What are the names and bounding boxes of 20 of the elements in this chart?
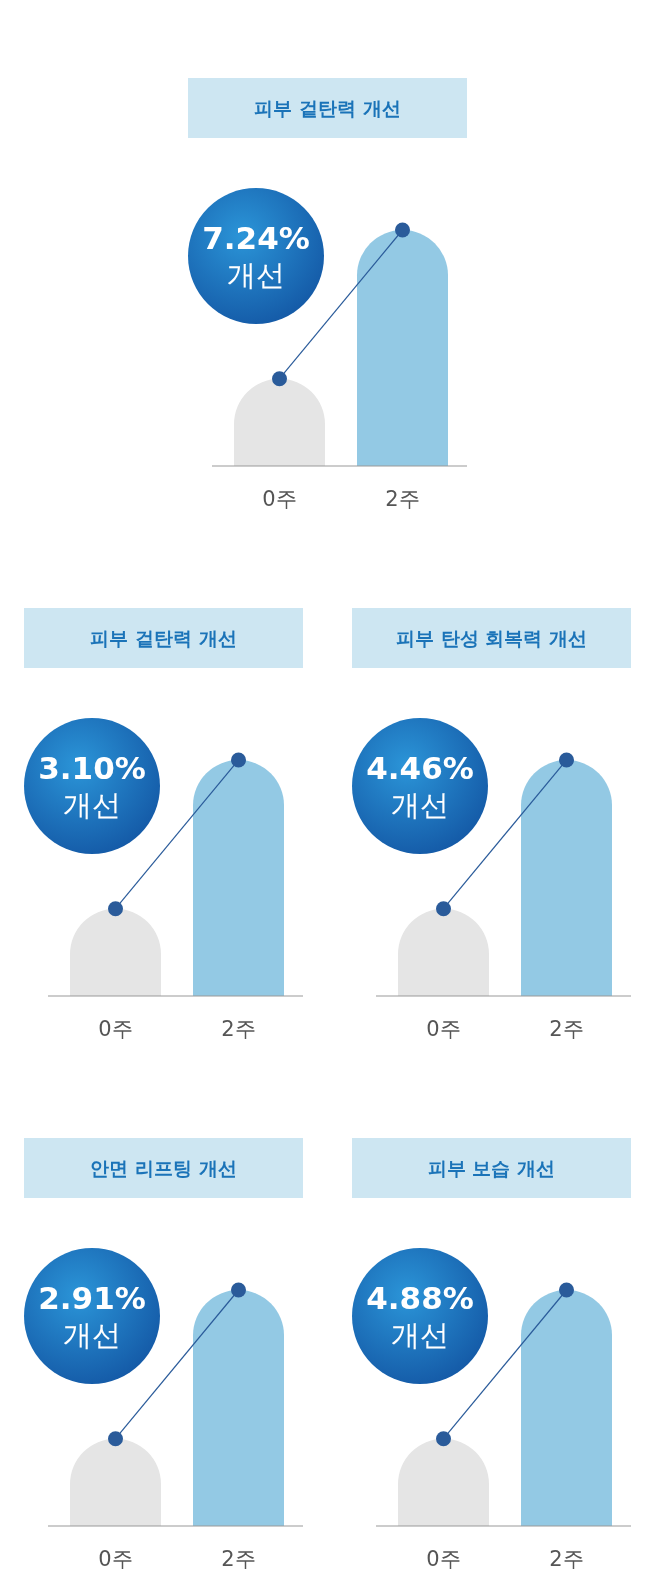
chart-title: 피부 겉탄력 개선 [90, 627, 237, 649]
annotation: 7.24% 개선 [202, 220, 310, 292]
x-tick-label: 0주 [98, 1547, 133, 1571]
annotation: 4.88% 개선 [366, 1280, 474, 1352]
x-tick-label: 0주 [426, 1547, 461, 1571]
annotation: 4.46% 개선 [366, 750, 474, 822]
chart-title: 피부 겉탄력 개선 [254, 97, 401, 119]
chart-title: 안면 리프팅 개선 [90, 1157, 237, 1179]
annotation: 3.10% 개선 [38, 750, 146, 822]
x-tick-label: 2주 [221, 1017, 256, 1041]
x-tick-label: 2주 [549, 1547, 584, 1571]
chart-title: 피부 탄성 회복력 개선 [396, 627, 587, 649]
annotation: 2.91% 개선 [38, 1280, 146, 1352]
x-tick-label: 0주 [262, 487, 297, 511]
x-tick-label: 0주 [98, 1017, 133, 1041]
chart-title: 피부 보습 개선 [427, 1157, 556, 1179]
x-tick-label: 2주 [385, 487, 420, 511]
x-tick-label: 2주 [221, 1547, 256, 1571]
x-tick-label: 2주 [549, 1017, 584, 1041]
x-tick-label: 0주 [426, 1017, 461, 1041]
